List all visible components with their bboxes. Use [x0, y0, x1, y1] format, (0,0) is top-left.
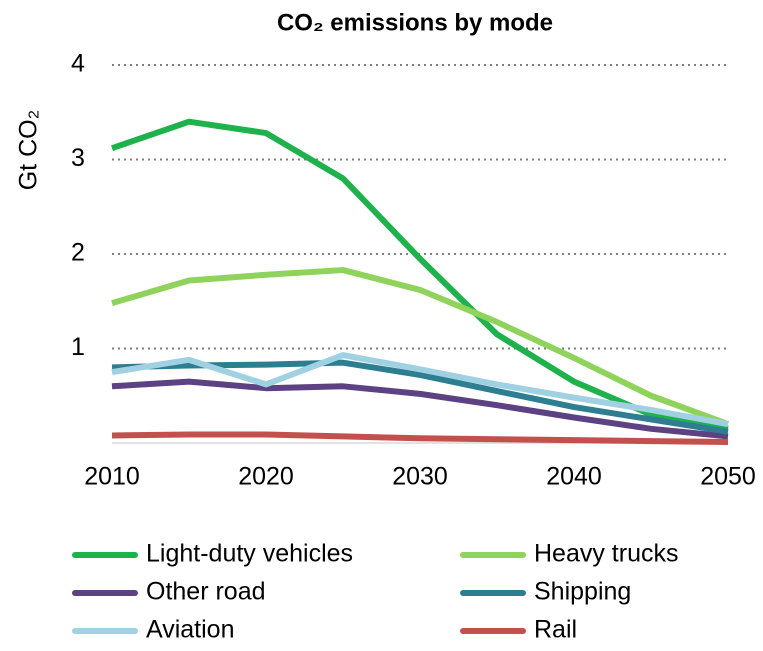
legend-label: Rail [534, 616, 577, 644]
x-tick-label: 2040 [546, 463, 602, 491]
series-line [111, 352, 729, 428]
x-tick-label: 2010 [84, 463, 140, 491]
legend-label: Heavy trucks [534, 540, 678, 568]
legend-label: Light-duty vehicles [146, 540, 353, 568]
series-line [111, 431, 729, 446]
chart-title: CO₂ emissions by mode [277, 9, 553, 36]
series-line [111, 359, 729, 435]
x-tick-label: 2030 [392, 463, 448, 491]
x-tick-label: 2020 [238, 463, 294, 491]
legend-label: Other road [146, 578, 266, 606]
x-tick-label: 2050 [700, 463, 756, 491]
legend-label: Aviation [146, 616, 235, 644]
y-tick-label: 4 [71, 50, 85, 78]
y-tick-label: 2 [71, 239, 85, 267]
legend-label: Shipping [534, 578, 631, 606]
series-line [111, 267, 730, 427]
y-tick-label: 1 [71, 333, 85, 361]
y-axis-label: Gt CO₂ [15, 110, 43, 191]
y-tick-label: 3 [71, 144, 85, 172]
series-line [111, 378, 729, 440]
